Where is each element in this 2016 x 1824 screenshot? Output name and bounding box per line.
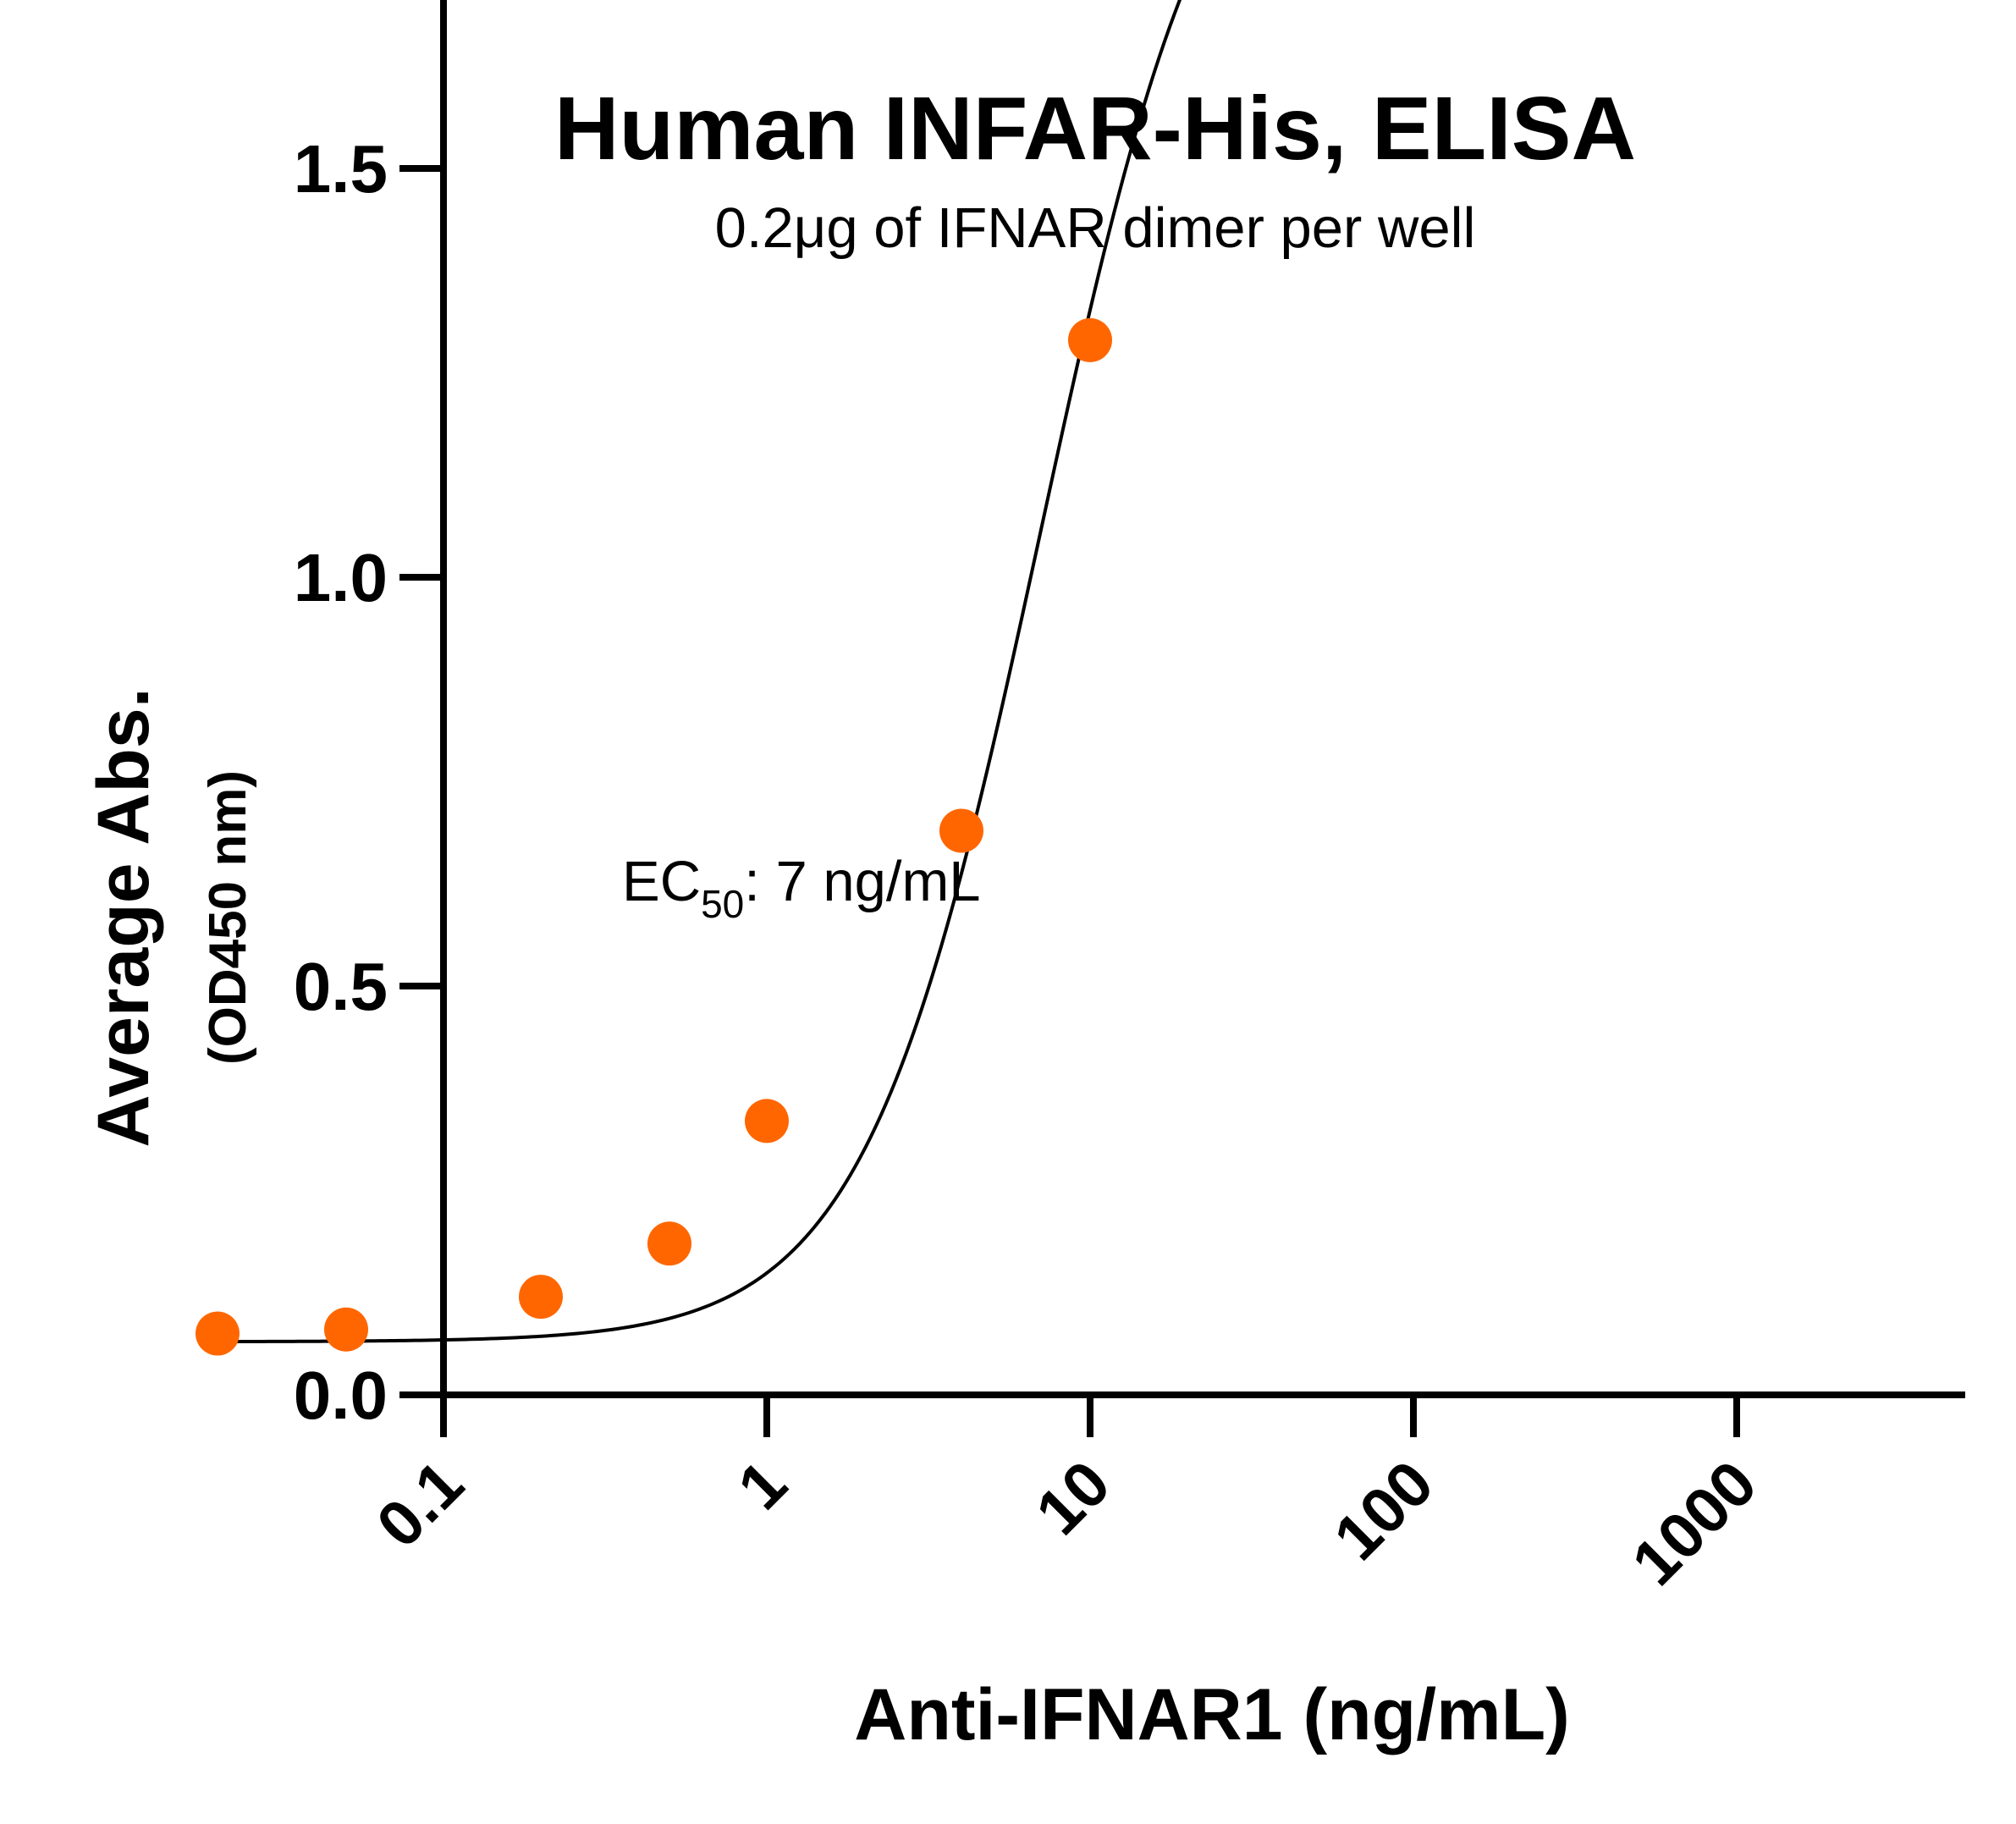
y-axis-unit: (OD450 nm) [199, 770, 257, 1065]
data-point [939, 808, 983, 853]
ec50-value: : 7 ng/mL [744, 850, 980, 913]
x-tick-label: 10 [1022, 1447, 1124, 1549]
ec50-main: EC [622, 850, 701, 913]
x-tick-label: 0.1 [363, 1447, 477, 1562]
y-tick-label: 0.5 [294, 949, 388, 1024]
ec50-annotation: EC50: 7 ng/mL [622, 850, 981, 926]
y-axis-title: Average Abs. [83, 687, 164, 1147]
x-tick-label: 100 [1320, 1447, 1447, 1574]
data-point [647, 1221, 692, 1266]
fit-curve [217, 0, 1182, 1344]
ec50-subscript: 50 [701, 882, 744, 926]
x-tick-label: 1000 [1618, 1447, 1771, 1600]
y-axis-unit-label: (OD450 nm) [199, 770, 257, 1065]
data-points [195, 317, 1112, 1356]
data-point [745, 1099, 789, 1143]
y-tick-label: 1.5 [294, 131, 388, 207]
chart-title: Human INFAR-His, ELISA [554, 79, 1636, 179]
x-axis-label: Anti-IFNAR1 (ng/mL) [854, 1674, 1570, 1755]
chart-subtitle: 0.2μg of IFNAR dimer per well [715, 196, 1476, 260]
data-point [518, 1275, 563, 1320]
y-axis-label: Average Abs. [83, 687, 164, 1147]
data-point [195, 1311, 240, 1356]
y-tick-label: 0.0 [294, 1358, 388, 1433]
x-tick-label: 1 [724, 1447, 801, 1524]
y-tick-label: 1.0 [294, 540, 388, 615]
data-point [1068, 317, 1112, 362]
data-point [324, 1307, 369, 1352]
fit-curve-layer [217, 0, 1182, 1344]
